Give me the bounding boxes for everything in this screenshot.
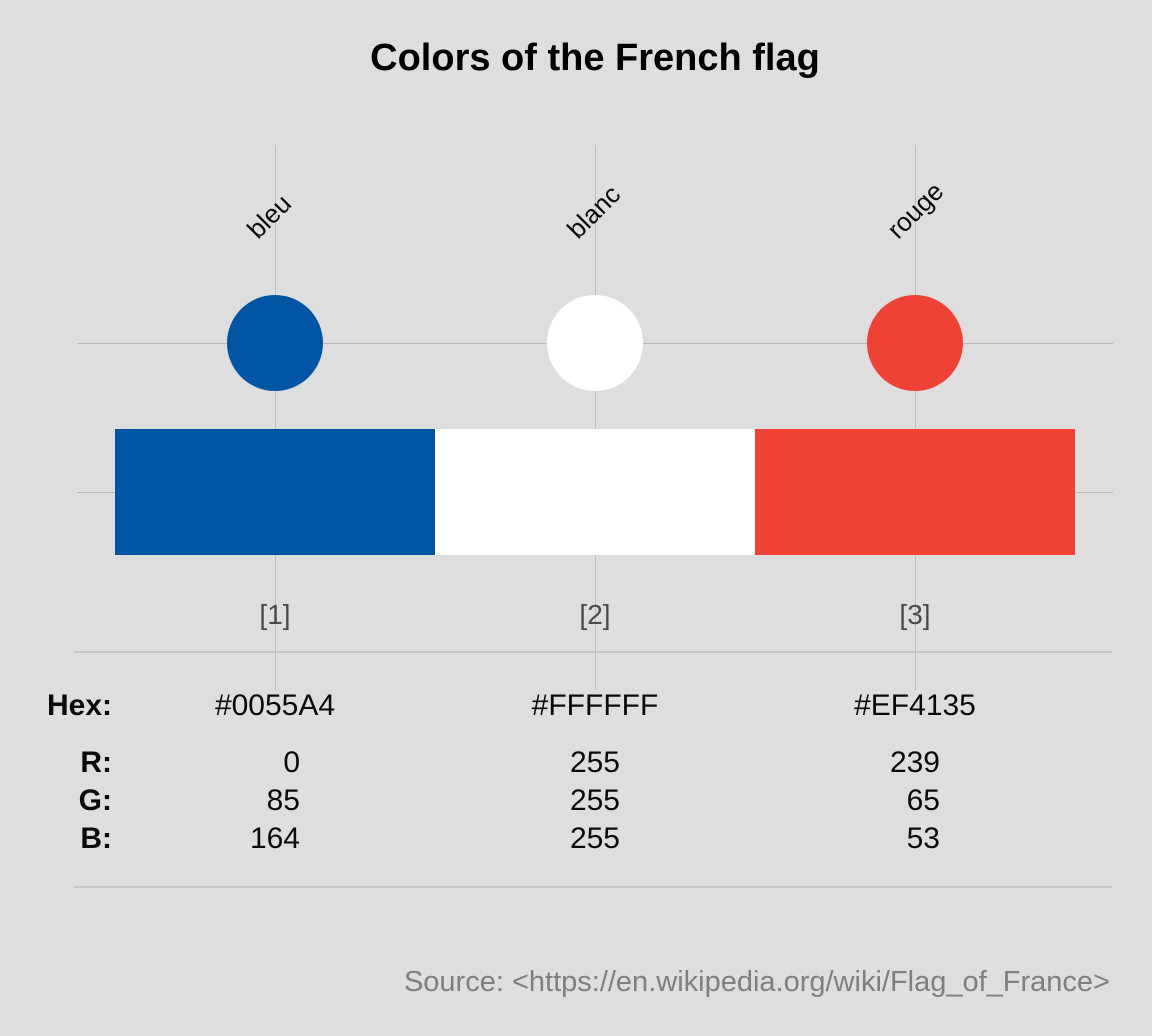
- b-row-label: B:: [80, 822, 112, 855]
- category-label-bleu: bleu: [241, 188, 298, 245]
- gridline-vertical-blanc: [595, 145, 596, 690]
- separator-bottom: [74, 886, 1112, 888]
- flag-stripe-bleu: [115, 429, 435, 555]
- hex-row-label: Hex:: [46, 689, 112, 722]
- g-value-rouge: 65: [906, 784, 940, 817]
- b-value-rouge: 53: [906, 822, 940, 855]
- flag-stripe-rouge: [755, 429, 1075, 555]
- index-label-2: [2]: [579, 599, 611, 630]
- color-circle-bleu: [227, 295, 323, 391]
- b-value-blanc: 255: [569, 822, 620, 855]
- color-circle-blanc: [547, 295, 643, 391]
- source-caption: Source: <https://en.wikipedia.org/wiki/F…: [403, 966, 1110, 998]
- hex-value-rouge: #EF4135: [854, 689, 976, 722]
- hex-value-bleu: #0055A4: [214, 689, 336, 722]
- g-value-blanc: 255: [569, 784, 620, 817]
- gridline-vertical-rouge: [915, 145, 916, 690]
- r-value-rouge: 239: [889, 746, 940, 779]
- r-row-label: R:: [80, 746, 112, 779]
- r-value-bleu: 0: [283, 746, 300, 779]
- separator-top: [74, 651, 1112, 653]
- chart-title: Colors of the French flag: [370, 37, 820, 79]
- index-label-3: [3]: [899, 599, 931, 630]
- g-value-bleu: 85: [266, 784, 300, 817]
- gridline-vertical-bleu: [275, 145, 276, 690]
- r-value-blanc: 255: [569, 746, 620, 779]
- g-row-label: G:: [78, 784, 112, 817]
- hex-value-blanc: #FFFFFF: [531, 689, 659, 722]
- color-circle-rouge: [867, 295, 963, 391]
- b-value-bleu: 164: [249, 822, 300, 855]
- category-label-blanc: blanc: [561, 179, 627, 245]
- index-label-1: [1]: [259, 599, 291, 630]
- flag-stripe-blanc: [435, 429, 755, 555]
